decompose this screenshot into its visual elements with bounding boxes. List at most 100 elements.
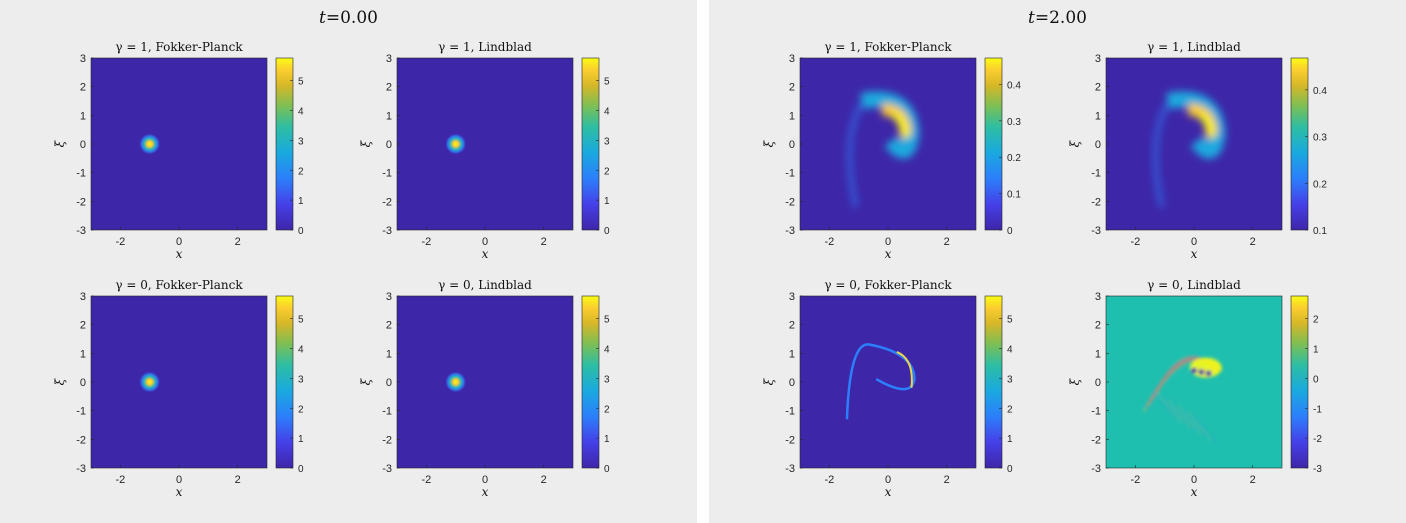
colorbar xyxy=(1290,295,1309,469)
gaussian-peak xyxy=(138,371,161,393)
heatmap-background xyxy=(397,58,573,230)
y-axis-label: ξ xyxy=(762,377,776,385)
y-tick-label: 1 xyxy=(80,348,86,360)
x-axis-label: x xyxy=(885,247,892,261)
gaussian-peak xyxy=(138,133,161,155)
colorbar-tick-label: 5 xyxy=(298,77,304,88)
colorbar-tick-label: 1 xyxy=(604,196,610,207)
subplot-title: γ = 0, Fokker-Planck xyxy=(824,278,952,292)
colorbar-tick-label: 0.3 xyxy=(1007,117,1021,128)
x-tick-label: -2 xyxy=(1130,236,1140,248)
heatmap-image xyxy=(444,371,467,393)
y-tick-label: 1 xyxy=(1095,110,1101,122)
colorbar-tick-label: 0.3 xyxy=(1313,133,1327,144)
y-axis-label: ξ xyxy=(53,139,67,147)
tail-band xyxy=(1152,102,1171,208)
fringe-stripe xyxy=(1172,401,1198,432)
colorbar-tick-label: -3 xyxy=(1313,464,1322,475)
x-tick-label: 2 xyxy=(235,474,241,486)
y-tick-label: -1 xyxy=(382,406,392,418)
y-tick-label: 0 xyxy=(386,139,392,151)
y-tick-label: 3 xyxy=(80,291,86,303)
gaussian-peak xyxy=(444,371,467,393)
y-tick-label: 0 xyxy=(789,139,795,151)
tail-band xyxy=(846,102,865,208)
colorbar-tick-label: 4 xyxy=(298,107,304,118)
subplot-title: γ = 1, Fokker-Planck xyxy=(115,40,243,54)
colorbar-tick-label: 3 xyxy=(604,374,610,385)
colorbar-tick-label: 5 xyxy=(298,315,304,326)
y-tick-label: -3 xyxy=(76,225,86,237)
colorbar-tick-label: -2 xyxy=(1313,434,1322,445)
y-tick-label: -3 xyxy=(382,225,392,237)
y-tick-label: -2 xyxy=(1091,196,1101,208)
x-tick-label: 2 xyxy=(541,236,547,248)
y-tick-label: -1 xyxy=(785,406,795,418)
colorbar-tick-label: 2 xyxy=(298,404,304,415)
colorbar-tick-label: 0.4 xyxy=(1007,80,1021,91)
y-tick-label: -2 xyxy=(76,196,86,208)
filament-peak xyxy=(896,350,913,388)
fringe-node xyxy=(1198,368,1205,375)
y-tick-label: -2 xyxy=(382,434,392,446)
peak-band xyxy=(892,112,908,139)
colorbar xyxy=(275,57,294,231)
x-axis-label: x xyxy=(176,247,183,261)
fringe-stripe xyxy=(1167,398,1193,429)
subplot-title: γ = 1, Lindblad xyxy=(438,40,532,54)
y-tick-label: 1 xyxy=(1095,348,1101,360)
subplot: γ = 0, Lindblad -3 -2 -1 0 1 2 3 -2 0 2 x ξ -3 -2 -1 0 1 2 xyxy=(1068,278,1322,499)
y-tick-label: 2 xyxy=(386,320,392,332)
heatmap-image xyxy=(1152,91,1226,208)
x-tick-label: 2 xyxy=(541,474,547,486)
y-tick-label: -2 xyxy=(1091,434,1101,446)
y-tick-label: -3 xyxy=(785,463,795,475)
filament xyxy=(845,343,916,420)
colorbar-tick-label: 3 xyxy=(298,136,304,147)
y-tick-label: 2 xyxy=(1095,320,1101,332)
x-tick-label: -2 xyxy=(115,236,125,248)
x-axis-label: x xyxy=(1191,247,1198,261)
y-tick-label: -1 xyxy=(76,168,86,180)
x-tick-label: 2 xyxy=(944,236,950,248)
subplot-title: γ = 1, Fokker-Planck xyxy=(824,40,952,54)
gaussian-peak xyxy=(444,133,467,155)
y-tick-label: -2 xyxy=(76,434,86,446)
y-tick-label: 3 xyxy=(789,291,795,303)
y-tick-label: -2 xyxy=(382,196,392,208)
colorbar-tick-label: 2 xyxy=(1007,404,1013,415)
y-tick-label: 1 xyxy=(80,110,86,122)
y-tick-label: -3 xyxy=(1091,225,1101,237)
subplot-title: γ = 0, Lindblad xyxy=(1147,278,1241,292)
heatmap-image xyxy=(138,133,161,155)
colorbar xyxy=(275,295,294,469)
colorbar-tick-label: 4 xyxy=(1007,345,1013,356)
heatmap-image xyxy=(846,91,920,208)
density-smear xyxy=(846,91,920,208)
x-tick-label: 2 xyxy=(1250,474,1256,486)
colorbar xyxy=(1290,57,1309,231)
colorbar-tick-label: 1 xyxy=(1313,345,1319,356)
y-tick-label: -1 xyxy=(382,168,392,180)
colorbar xyxy=(581,295,600,469)
x-tick-label: -2 xyxy=(421,474,431,486)
fringe-stripe xyxy=(1187,410,1213,441)
x-axis-label: x xyxy=(176,485,183,499)
subplot-title: γ = 0, Fokker-Planck xyxy=(115,278,243,292)
y-tick-label: 0 xyxy=(1095,139,1101,151)
heatmap-background xyxy=(91,58,267,230)
y-tick-label: 3 xyxy=(80,53,86,65)
x-tick-label: 0 xyxy=(482,236,488,248)
colorbar-tick-label: 2 xyxy=(604,404,610,415)
y-tick-label: 0 xyxy=(80,139,86,151)
figure-title: t=2.00 xyxy=(1028,8,1087,28)
x-tick-label: 2 xyxy=(1250,236,1256,248)
y-tick-label: 1 xyxy=(386,110,392,122)
y-axis-label: ξ xyxy=(762,139,776,147)
y-tick-label: 1 xyxy=(386,348,392,360)
y-tick-label: 0 xyxy=(1095,377,1101,389)
heatmap-image xyxy=(444,133,467,155)
figure-title: t=0.00 xyxy=(319,8,378,28)
heatmap-image xyxy=(138,371,161,393)
subplot: γ = 0, Fokker-Planck -3 -2 -1 0 1 2 3 -2 0 2 x ξ 0 1 2 3… xyxy=(53,278,304,499)
